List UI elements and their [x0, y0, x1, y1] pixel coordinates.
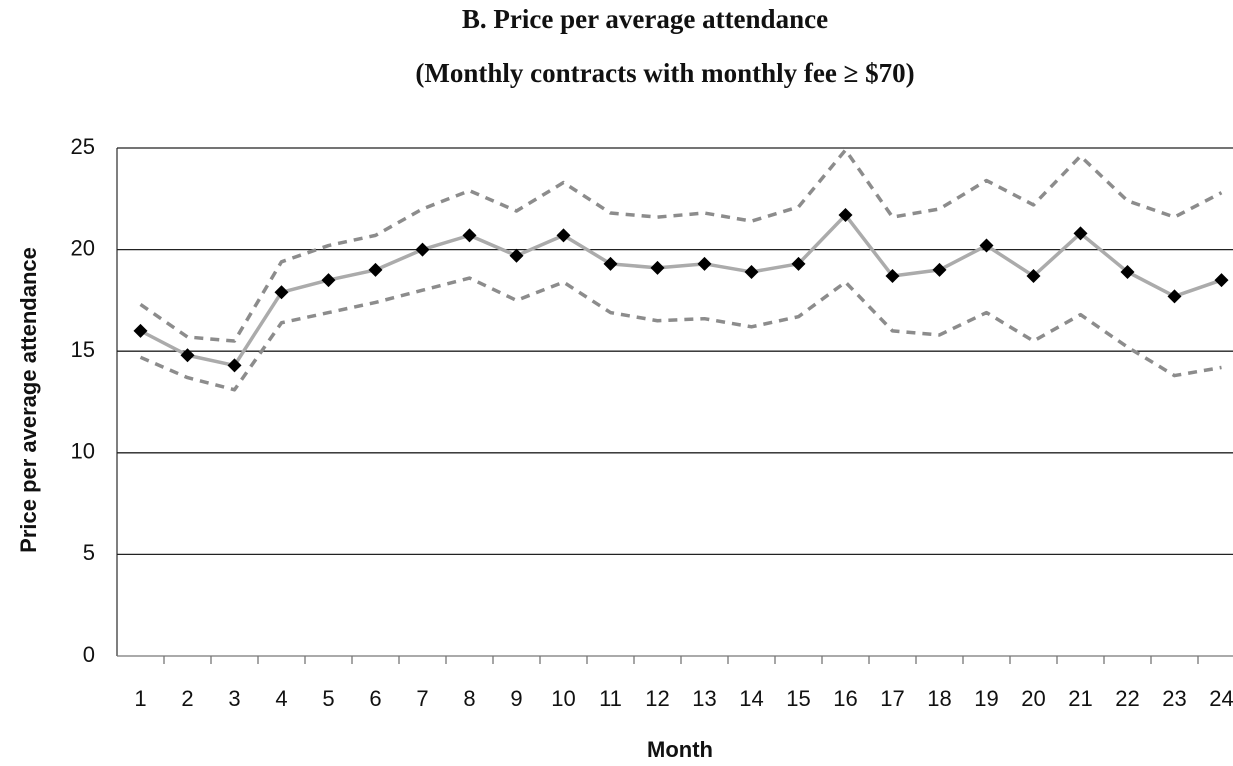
data-point — [791, 256, 806, 271]
data-point — [133, 323, 148, 338]
x-tick-label: 16 — [833, 686, 857, 711]
y-tick-label: 0 — [83, 642, 95, 667]
series-line — [139, 276, 1222, 392]
x-tick-label: 8 — [463, 686, 475, 711]
x-tick-label: 3 — [228, 686, 240, 711]
data-point — [1167, 289, 1182, 304]
y-tick-label: 10 — [71, 439, 95, 464]
x-axis-title: Month — [647, 737, 713, 762]
data-point — [697, 256, 712, 271]
x-tick-label: 13 — [692, 686, 716, 711]
data-point — [979, 238, 994, 253]
chart-title: B. Price per average attendance — [462, 4, 828, 34]
x-tick-label: 2 — [181, 686, 193, 711]
y-tick-label: 15 — [71, 337, 95, 362]
x-tick-label: 17 — [880, 686, 904, 711]
data-point — [744, 264, 759, 279]
x-tick-label: 1 — [134, 686, 146, 711]
data-point — [368, 262, 383, 277]
series-line — [139, 213, 1223, 368]
data-point — [1214, 273, 1229, 288]
data-point — [838, 208, 853, 223]
data-point — [650, 260, 665, 275]
y-tick-label: 25 — [71, 134, 95, 159]
x-tick-label: 21 — [1068, 686, 1092, 711]
x-tick-label: 22 — [1115, 686, 1139, 711]
data-point — [274, 285, 289, 300]
x-tick-label: 20 — [1021, 686, 1045, 711]
x-tick-label: 9 — [510, 686, 522, 711]
data-point — [885, 269, 900, 284]
x-tick-label: 23 — [1162, 686, 1186, 711]
data-point — [415, 242, 430, 257]
x-tick-label: 10 — [551, 686, 575, 711]
data-point — [180, 348, 195, 363]
data-point — [1120, 264, 1135, 279]
y-tick-label: 5 — [83, 540, 95, 565]
data-point — [509, 248, 524, 263]
y-axis-title: Price per average attendance — [16, 247, 41, 553]
x-tick-label: 19 — [974, 686, 998, 711]
data-point — [1073, 226, 1088, 241]
data-point — [462, 228, 477, 243]
x-tick-label: 7 — [416, 686, 428, 711]
x-tick-label: 11 — [599, 686, 622, 711]
x-tick-label: 15 — [786, 686, 810, 711]
x-tick-label: 14 — [739, 686, 763, 711]
data-point — [603, 256, 618, 271]
y-tick-label: 20 — [71, 235, 95, 260]
x-tick-label: 6 — [369, 686, 381, 711]
data-point — [227, 358, 242, 373]
data-point — [556, 228, 571, 243]
chart-subtitle: (Monthly contracts with monthly fee ≥ $7… — [415, 58, 914, 88]
x-tick-label: 5 — [322, 686, 334, 711]
x-tick-label: 18 — [927, 686, 951, 711]
x-tick-label: 4 — [275, 686, 287, 711]
data-point — [932, 262, 947, 277]
data-point — [321, 273, 336, 288]
x-tick-label: 24 — [1209, 686, 1233, 711]
series-line — [139, 148, 1223, 343]
x-tick-label: 12 — [645, 686, 669, 711]
data-point — [1026, 269, 1041, 284]
